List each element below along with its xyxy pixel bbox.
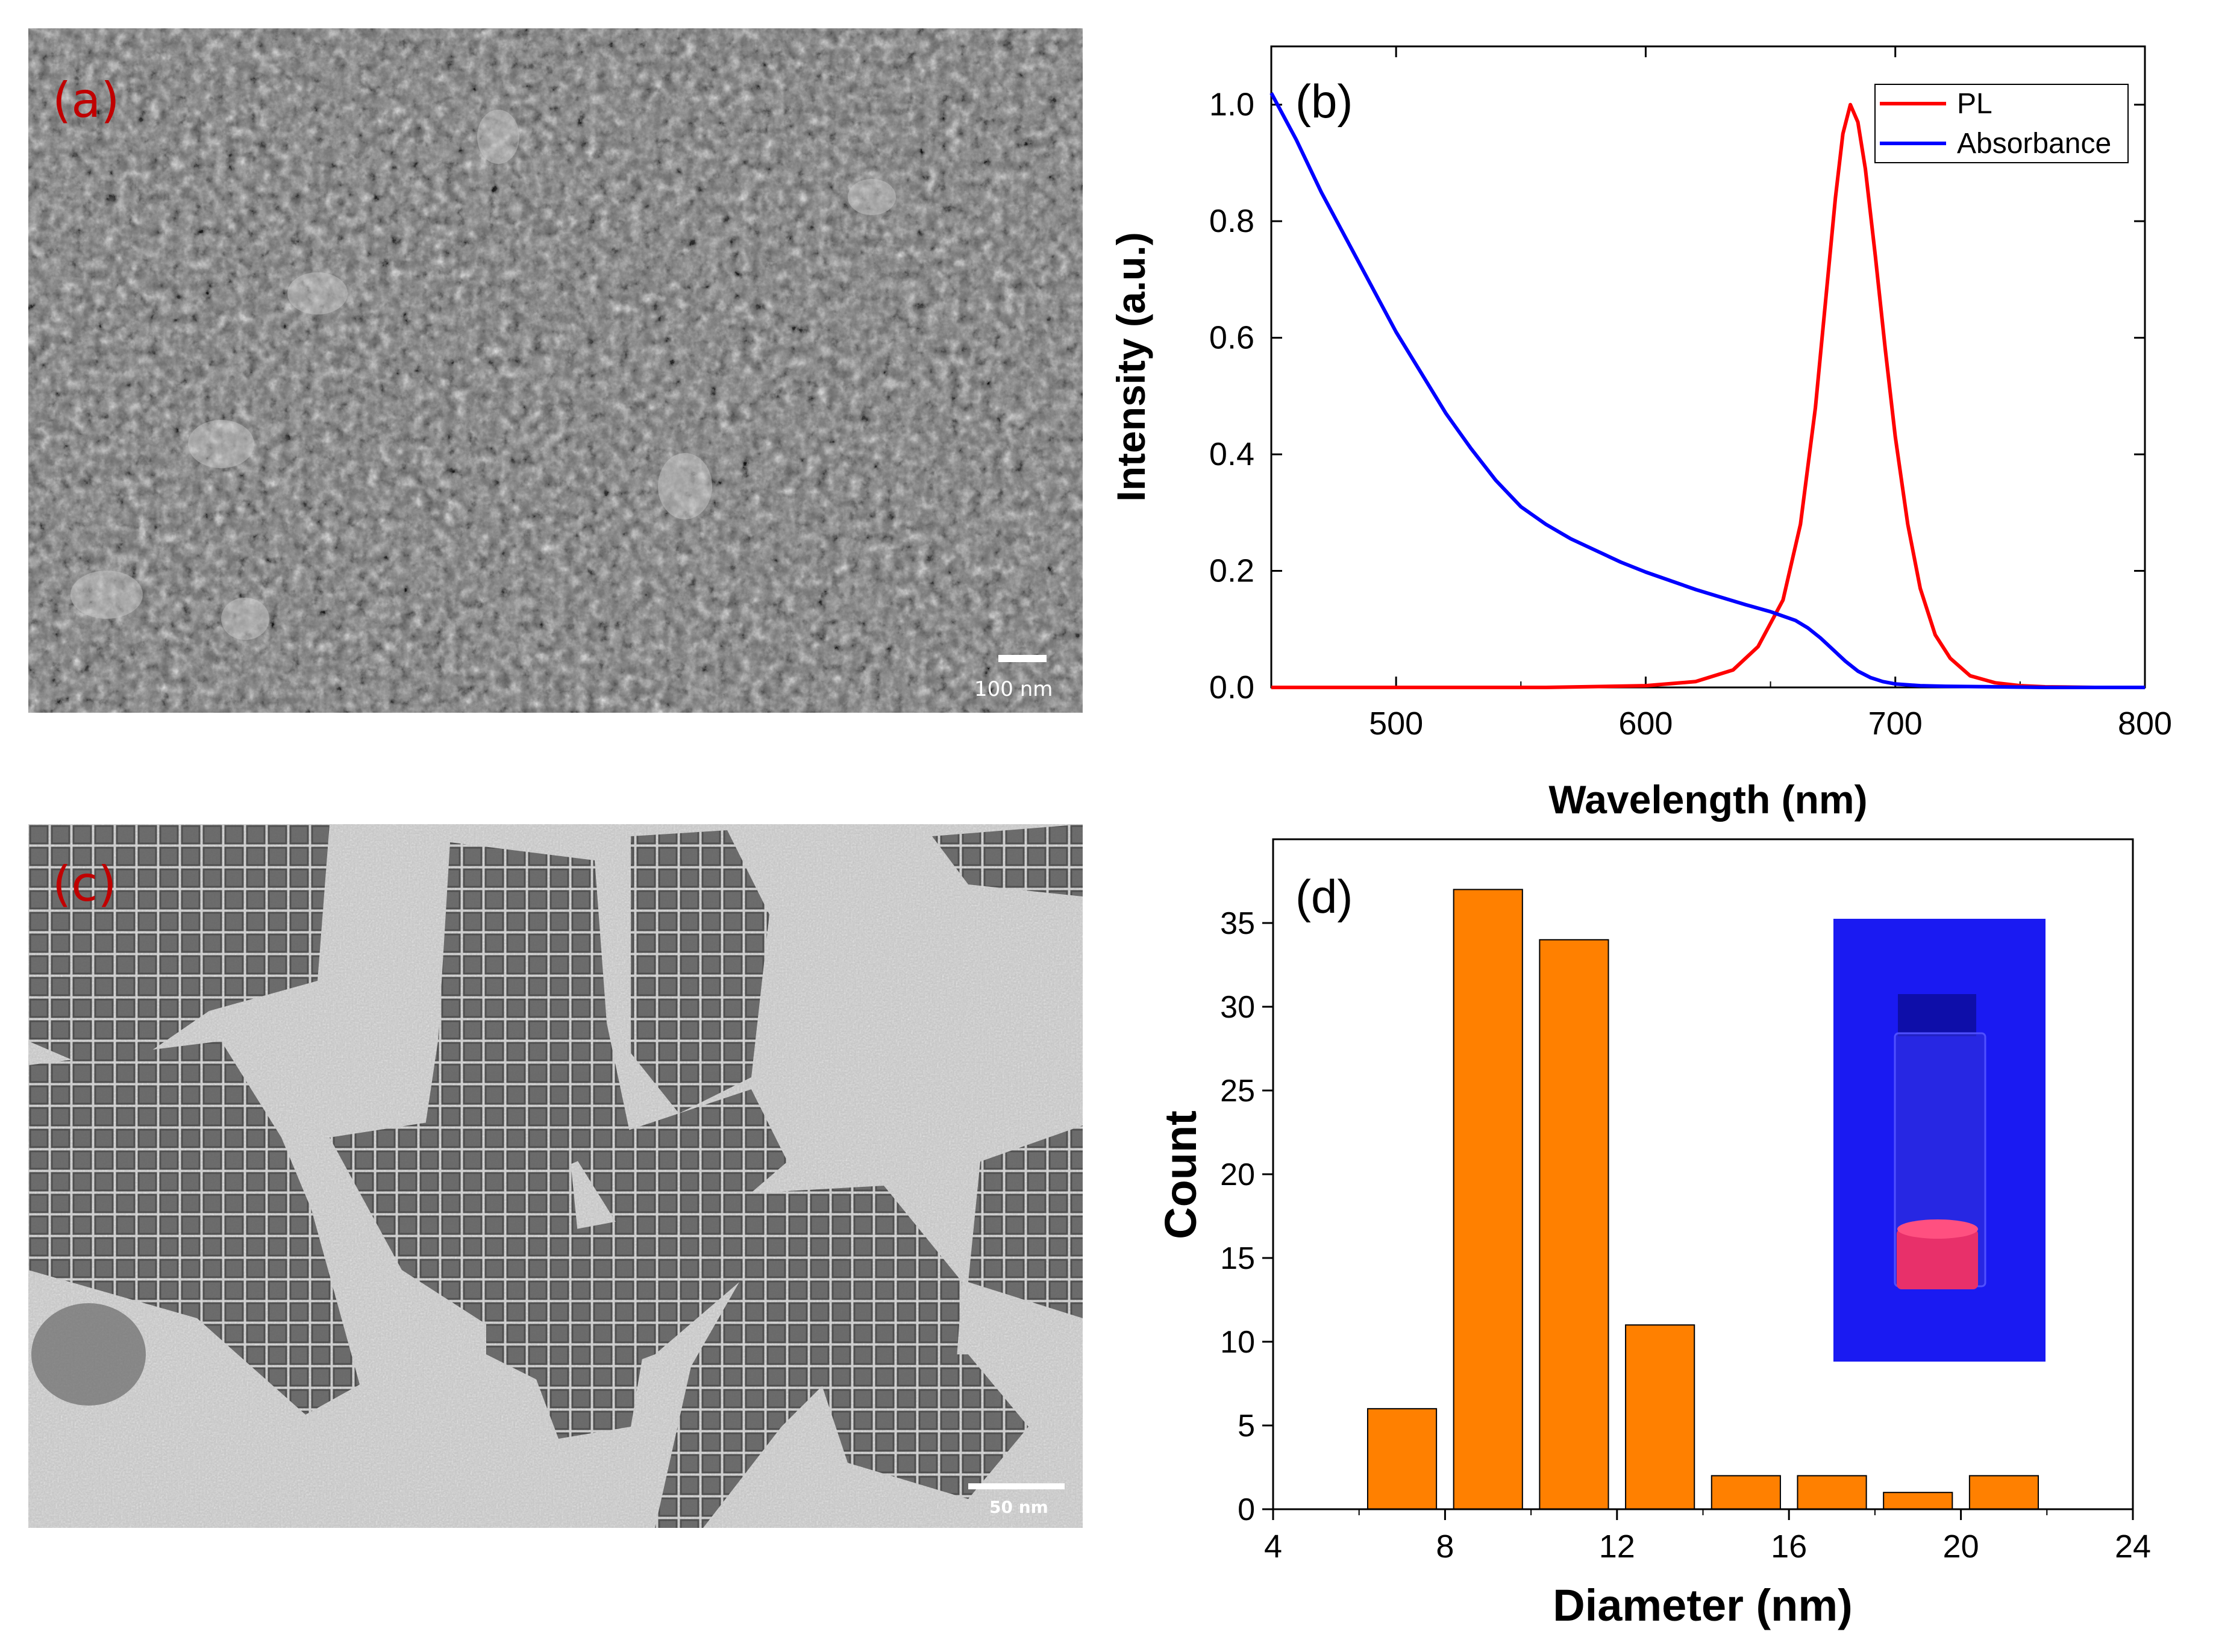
vial-inset-photo (1833, 919, 2046, 1362)
chart-b-plot-frame (1270, 45, 2146, 689)
chart-d-x-tick-label: 20 (1943, 1528, 1979, 1565)
chart-d-y-tick-label: 20 (1220, 1157, 1255, 1192)
scale-bar-a (998, 655, 1047, 662)
chart-d-y-tick-label: 5 (1238, 1409, 1255, 1444)
scale-bar-c (968, 1483, 1065, 1489)
chart-b-x-tick-label: 700 (1868, 706, 1923, 742)
chart-b-y-axis-label: Intensity (a.u.) (1109, 232, 1153, 501)
chart-b-x-axis-label: Wavelength (nm) (1548, 777, 1867, 822)
diameter-histogram: 4 8 12 16 20 24 0 5 10 15 20 25 30 35 (d) Diameter (n… (1156, 838, 2151, 1630)
tem-image-panel: (c) 50 nm (28, 824, 1083, 1528)
panel-c-label: (c) (52, 856, 117, 912)
series-line-absorbance (1269, 92, 2145, 689)
chart-d-x-tick-label: 24 (2115, 1528, 2151, 1565)
chart-d-y-tick-label: 10 (1220, 1325, 1255, 1360)
chart-b-panel-label: (b) (1295, 75, 1353, 128)
series-line-pl (1271, 102, 2145, 689)
chart-d-y-axis-label: Count (1156, 1110, 1206, 1239)
histogram-bar (1883, 1492, 1953, 1510)
nanoparticle-aggregate (31, 1303, 146, 1406)
chart-d-x-tick-label: 4 (1264, 1528, 1282, 1565)
chart-d-x-tick-label: 16 (1771, 1528, 1807, 1565)
chart-b-y-tick-label: 0.2 (1209, 553, 1254, 589)
sem-image-panel: (a) 100 nm (28, 28, 1083, 713)
histogram-bar (1711, 1475, 1781, 1510)
legend-pl-label: PL (1957, 88, 1992, 120)
chart-b-x-tick-label: 600 (1618, 706, 1673, 742)
histogram-bar (1968, 1475, 2039, 1510)
chart-b-series (1269, 92, 2145, 689)
histogram-bar (1625, 1324, 1695, 1510)
legend-absorbance-label: Absorbance (1957, 128, 2111, 160)
chart-d-x-tick-label: 12 (1599, 1528, 1635, 1565)
chart-b-y-tick-label: 1.0 (1209, 87, 1254, 123)
chart-d-bars (1366, 889, 2039, 1510)
chart-b-ticks: 500 600 700 800 0.0 0.2 0.4 0.6 0.8 1.0 (1209, 46, 2172, 742)
chart-d-ticks: 4 8 12 16 20 24 0 5 10 15 20 25 30 35 (1220, 906, 2151, 1565)
chart-d-y-tick-label: 25 (1220, 1074, 1255, 1109)
histogram-bar (1366, 1408, 1438, 1510)
spectra-line-chart: 500 600 700 800 0.0 0.2 0.4 0.6 0.8 1.0 (b) PL Ab… (1109, 45, 2172, 822)
chart-b-y-tick-label: 0.8 (1209, 203, 1254, 239)
scale-bar-a-label: 100 nm (974, 677, 1053, 701)
sem-texture (28, 28, 1083, 713)
histogram-bar (1453, 889, 1523, 1510)
chart-d-y-tick-label: 15 (1220, 1241, 1255, 1276)
chart-b-x-tick-label: 800 (2118, 706, 2172, 742)
chart-d-y-tick-label: 35 (1220, 906, 1255, 941)
chart-d-panel-label: (d) (1295, 870, 1353, 923)
chart-b-legend: PL Absorbance (1874, 84, 2129, 163)
chart-d-x-axis-label: Diameter (nm) (1553, 1580, 1853, 1630)
chart-d-x-tick-label: 8 (1436, 1528, 1454, 1565)
histogram-bar (1797, 1475, 1867, 1510)
chart-d-y-tick-label: 30 (1220, 990, 1255, 1025)
scale-bar-c-label: 50 nm (989, 1497, 1048, 1517)
chart-b-y-tick-label: 0.4 (1209, 436, 1254, 472)
chart-b-x-tick-label: 500 (1369, 706, 1423, 742)
histogram-bar (1539, 939, 1609, 1510)
panel-a-label: (a) (52, 72, 120, 128)
chart-b-y-tick-label: 0.0 (1209, 669, 1254, 706)
chart-b-y-tick-label: 0.6 (1209, 320, 1254, 356)
tem-texture (28, 824, 1083, 1528)
chart-d-y-tick-label: 0 (1238, 1492, 1255, 1527)
